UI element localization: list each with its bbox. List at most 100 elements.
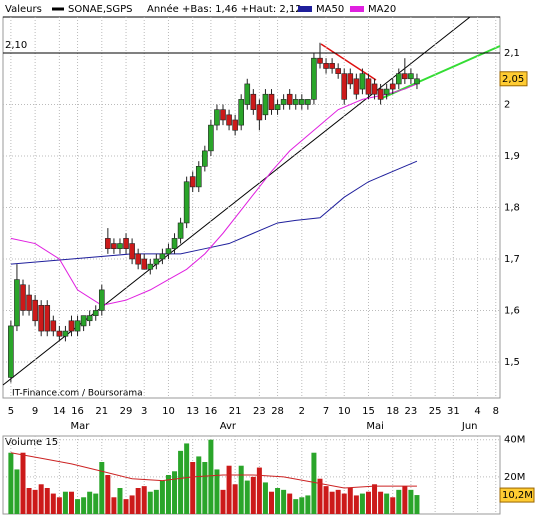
volume-bar bbox=[323, 486, 329, 514]
legend-label: MA20 bbox=[368, 4, 396, 15]
candle-body bbox=[159, 253, 166, 260]
x-tick-label: 13 bbox=[186, 406, 199, 417]
x-tick-label: 21 bbox=[95, 406, 108, 417]
candle-body bbox=[238, 99, 244, 126]
candle-body bbox=[208, 124, 214, 152]
volume-bar bbox=[329, 491, 335, 514]
x-tick-label: 23 bbox=[253, 406, 266, 417]
volume-title: Volume 15 bbox=[5, 437, 58, 448]
volume-bar bbox=[299, 497, 305, 514]
candle-body bbox=[365, 78, 372, 95]
candle-body bbox=[165, 248, 172, 255]
source: IT-Finance.com / Boursorama bbox=[12, 389, 143, 399]
x-tick-label: 10 bbox=[162, 406, 175, 417]
volume-bar bbox=[44, 488, 50, 514]
candle-body bbox=[8, 325, 14, 378]
candle-body bbox=[268, 93, 275, 110]
volume-bar bbox=[184, 443, 190, 514]
volume-bar bbox=[232, 484, 238, 514]
candle-body bbox=[377, 88, 384, 100]
y-tick-label: 1,5 bbox=[504, 357, 520, 368]
volume-bar bbox=[347, 488, 353, 514]
volume-bar bbox=[365, 491, 371, 514]
volume-bar bbox=[111, 497, 117, 514]
volume-bar bbox=[81, 497, 87, 514]
volume-bar bbox=[147, 491, 153, 514]
volume-bar bbox=[62, 491, 68, 514]
x-tick-label: 10 bbox=[338, 406, 351, 417]
month-label: Mai bbox=[366, 421, 384, 432]
volume-bar bbox=[384, 493, 390, 514]
y-tick-label: 1,9 bbox=[504, 151, 520, 162]
candle-body bbox=[274, 104, 281, 110]
year-high-label: 2,10 bbox=[5, 40, 27, 51]
candle-body bbox=[44, 305, 51, 332]
x-tick-label: 21 bbox=[229, 406, 242, 417]
volume-bar bbox=[281, 489, 287, 514]
candle-body bbox=[220, 109, 226, 121]
candle-body bbox=[395, 73, 402, 85]
candle-body bbox=[62, 330, 69, 337]
volume-bar bbox=[190, 462, 196, 514]
candle-body bbox=[183, 181, 190, 224]
candle-body bbox=[214, 109, 220, 126]
x-tick-label: 5 bbox=[8, 406, 14, 417]
candle-body bbox=[92, 310, 99, 316]
volume-bar bbox=[220, 489, 226, 514]
legend-label: SONAE,SGPS bbox=[68, 4, 133, 15]
volume-bar bbox=[26, 488, 32, 514]
x-tick-label: 25 bbox=[429, 406, 442, 417]
candle-body bbox=[226, 114, 232, 126]
candle-body bbox=[286, 93, 293, 105]
candle-body bbox=[292, 99, 299, 105]
candle-body bbox=[280, 99, 287, 105]
x-tick-label: 15 bbox=[362, 406, 375, 417]
volume-bar bbox=[105, 475, 111, 514]
volume-bar bbox=[317, 478, 323, 514]
volume-bar bbox=[196, 456, 202, 514]
candle-body bbox=[353, 78, 360, 95]
volume-bar bbox=[202, 462, 208, 514]
candle-body bbox=[129, 243, 135, 260]
volume-bar bbox=[262, 482, 268, 514]
volume-bar bbox=[414, 495, 420, 514]
y-tick-label: 40M bbox=[504, 435, 525, 446]
y-tick-label: 1,8 bbox=[504, 203, 520, 214]
candle-body bbox=[195, 166, 202, 188]
candle-body bbox=[256, 104, 263, 121]
volume-bar bbox=[238, 465, 244, 514]
candle-body bbox=[80, 315, 87, 327]
y-tick-label: 1,7 bbox=[504, 254, 520, 265]
y-tick-label: 2,1 bbox=[504, 48, 520, 59]
volume-bar bbox=[287, 493, 293, 514]
candle-body bbox=[38, 305, 44, 332]
candle-body bbox=[171, 238, 178, 249]
candle-body bbox=[141, 258, 148, 270]
x-tick-label: 16 bbox=[205, 406, 218, 417]
volume-bar bbox=[408, 489, 414, 514]
candle-body bbox=[341, 73, 348, 100]
candle-body bbox=[335, 68, 341, 74]
x-tick-label: 9 bbox=[32, 406, 38, 417]
candle-body bbox=[414, 78, 420, 85]
volume-bar bbox=[378, 491, 384, 514]
range-note: Année +Bas: 1,46 +Haut: 2,12 bbox=[147, 3, 302, 15]
volume-bar bbox=[396, 489, 402, 514]
ma-line bbox=[10, 83, 418, 306]
candle-body bbox=[383, 88, 390, 95]
candle-body bbox=[135, 253, 141, 265]
candle-body bbox=[153, 258, 160, 265]
month-label: Avr bbox=[220, 421, 237, 432]
legend-swatch bbox=[350, 6, 364, 12]
volume-bar bbox=[353, 495, 359, 514]
candle-body bbox=[317, 57, 323, 64]
volume-bar bbox=[311, 452, 317, 514]
volume-bar bbox=[141, 486, 147, 514]
candle-body bbox=[347, 73, 354, 85]
candle-body bbox=[117, 243, 123, 249]
volume-bar bbox=[8, 452, 14, 514]
volume-bar bbox=[50, 493, 56, 514]
x-tick-label: 8 bbox=[493, 406, 499, 417]
volume-bar bbox=[250, 476, 256, 514]
